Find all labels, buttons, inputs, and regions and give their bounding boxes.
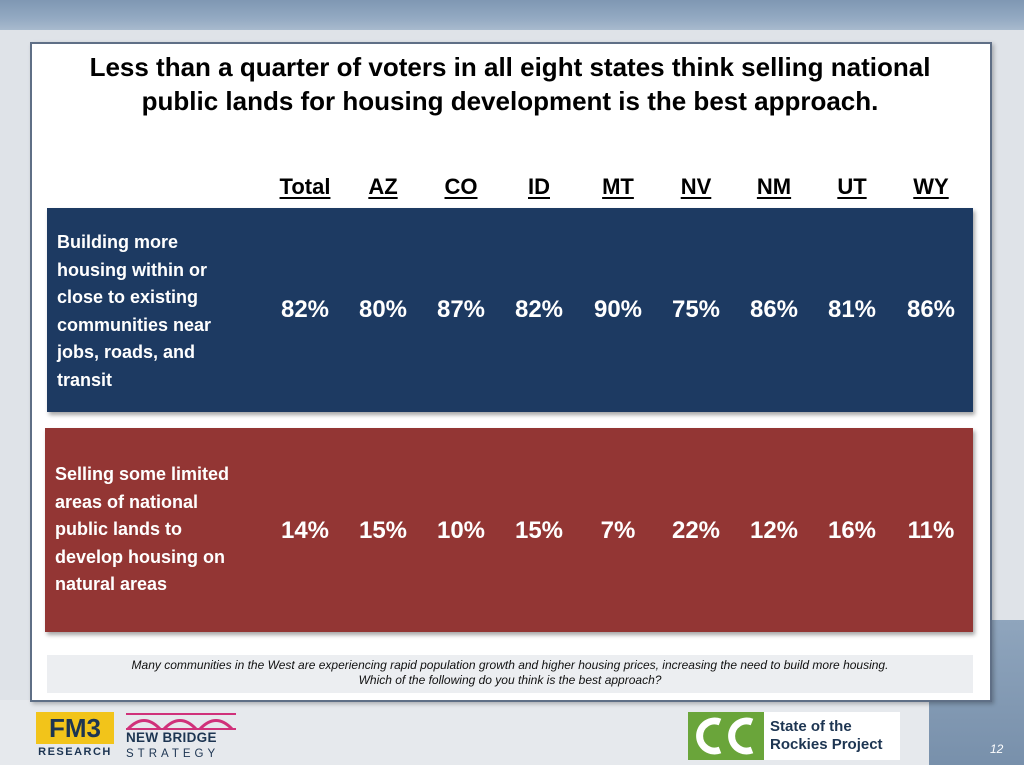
- column-header-id: ID: [528, 174, 550, 199]
- double-c-icon: [696, 717, 754, 755]
- value-az: 80%: [358, 296, 408, 323]
- value-ut: 16%: [827, 517, 877, 544]
- value-mt: 7%: [600, 517, 636, 544]
- row-label: Selling some limited areas of national p…: [55, 464, 230, 594]
- new-bridge-logo-subtitle: STRATEGY: [126, 748, 220, 760]
- value-wy: 11%: [907, 517, 955, 544]
- question-note: Many communities in the West are experie…: [47, 655, 973, 693]
- state-of-the-rockies-name: State of the Rockies Project: [770, 718, 883, 753]
- column-header-nv: NV: [680, 174, 712, 199]
- column-header-wy: WY: [913, 174, 949, 199]
- new-bridge-strategy-logo: NEW BRIDGE STRATEGY: [124, 710, 239, 762]
- value-id: 15%: [514, 517, 564, 544]
- column-header-ut: UT: [837, 174, 867, 199]
- question-text: Which of the following do you think is t…: [358, 673, 662, 687]
- new-bridge-logo-name: NEW BRIDGE: [126, 730, 217, 745]
- value-nm: 12%: [749, 517, 799, 544]
- value-nv: 22%: [671, 517, 721, 544]
- state-of-the-rockies-mark: [688, 712, 764, 760]
- value-nv: 75%: [671, 296, 721, 323]
- value-mt: 90%: [593, 296, 643, 323]
- row-sell-public-lands: Selling some limited areas of national p…: [45, 428, 973, 632]
- column-header-mt: MT: [602, 174, 634, 199]
- row-label: Building more housing within or close to…: [57, 232, 212, 390]
- bridge-arch-icon: [126, 713, 236, 730]
- column-header-az: AZ: [368, 174, 398, 199]
- value-wy: 86%: [906, 296, 956, 323]
- column-header-total: Total: [279, 174, 331, 199]
- column-header-co: CO: [444, 174, 478, 199]
- column-header-nm: NM: [756, 174, 792, 199]
- fm3-research-logo: FM3 RESEARCH: [36, 712, 114, 760]
- value-az: 15%: [358, 517, 408, 544]
- fm3-logo-mark: FM3: [36, 712, 114, 744]
- row-build-near-communities: Building more housing within or close to…: [47, 208, 973, 412]
- background-top-band: [0, 0, 1024, 30]
- question-context: Many communities in the West are experie…: [131, 658, 889, 672]
- slide-title: Less than a quarter of voters in all eig…: [89, 52, 931, 116]
- value-total: 82%: [280, 296, 330, 323]
- value-co: 10%: [436, 517, 486, 544]
- value-co: 87%: [436, 296, 486, 323]
- value-total: 14%: [280, 517, 330, 544]
- state-of-the-rockies-logo: State of the Rockies Project: [688, 712, 900, 760]
- value-id: 82%: [514, 296, 564, 323]
- page-number: 12: [990, 742, 1004, 756]
- fm3-logo-subtitle: RESEARCH: [38, 746, 112, 758]
- value-ut: 81%: [827, 296, 877, 323]
- value-nm: 86%: [749, 296, 799, 323]
